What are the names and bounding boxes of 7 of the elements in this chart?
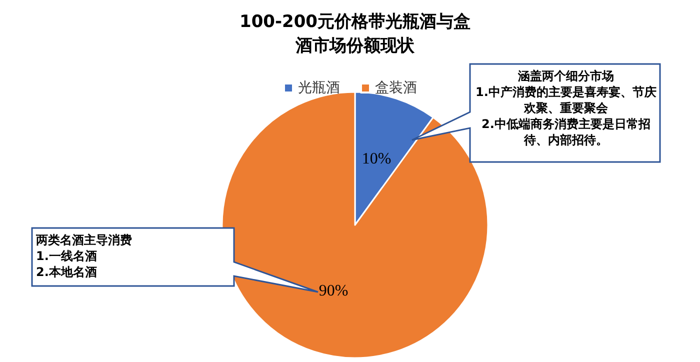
legend-label: 光瓶酒 xyxy=(298,80,340,96)
legend-label: 盒装酒 xyxy=(375,80,417,96)
chart-title: 100-200元价格带光瓶酒与盒酒市场份额现状 xyxy=(238,11,472,58)
text: 两类名酒主导消费 1.一线名酒 2.本地名酒 xyxy=(36,232,133,280)
data-label: 90% xyxy=(318,282,348,300)
data-label: 10% xyxy=(362,150,392,168)
text: 涵盖两个细分市场 1.中产消费的主要是喜寿宴、节庆欢聚、重要聚会 2.中低端商务消费主要是日常招待、内部招待。 xyxy=(474,68,658,148)
